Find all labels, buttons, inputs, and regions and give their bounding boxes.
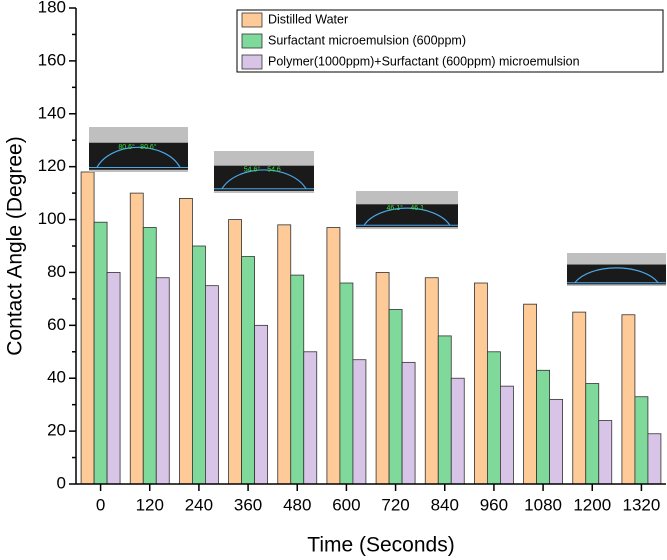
y-tick-label: 20: [47, 421, 66, 440]
bar: [179, 197, 193, 485]
x-tick-label: 480: [283, 495, 311, 514]
y-tick-label: 60: [47, 315, 66, 334]
bar: [352, 359, 367, 485]
x-tick-label: 960: [480, 495, 508, 514]
bar: [93, 221, 108, 485]
bar: [621, 314, 636, 485]
inset-image: [567, 253, 666, 286]
bar: [205, 285, 219, 485]
bar: [634, 396, 649, 485]
bar: [290, 274, 305, 485]
y-tick-label: 40: [47, 368, 66, 387]
inset-label: 54.6: [267, 167, 281, 174]
bar: [228, 219, 242, 485]
y-tick-label: 100: [38, 209, 66, 228]
x-tick-label: 1320: [623, 495, 661, 514]
bar: [474, 282, 488, 485]
x-tick-label: 1080: [524, 495, 562, 514]
bar: [388, 309, 403, 485]
bar: [585, 383, 600, 485]
y-tick-label: 0: [57, 473, 66, 492]
x-tick-label: 0: [96, 495, 105, 514]
inset-drop: [221, 169, 307, 190]
bar: [598, 420, 613, 485]
bar: [450, 377, 465, 485]
bar: [142, 227, 157, 485]
x-tick-label: 360: [234, 495, 262, 514]
x-tick-label: 120: [136, 495, 164, 514]
bar: [326, 227, 341, 485]
bar: [241, 256, 255, 485]
legend-label: Polymer(1000ppm)+Surfactant (600ppm) mic…: [268, 54, 580, 68]
legend-swatch: [241, 54, 263, 70]
bar: [549, 398, 563, 485]
inset-label: 80.6°: [140, 143, 157, 151]
inset-label: 80.6°: [118, 143, 135, 151]
inset-image: 54.6° 54.6: [214, 151, 314, 193]
inset-drop: [574, 267, 659, 284]
y-axis-title: Contact Angle (Degree): [4, 136, 27, 355]
bar: [500, 385, 514, 485]
inset-label: 54.6°: [244, 166, 261, 174]
x-tick-label: 720: [381, 495, 409, 514]
bar: [424, 277, 439, 485]
bar: [339, 282, 354, 485]
legend-swatch: [241, 12, 263, 28]
x-axis-title: Time (Seconds): [307, 534, 454, 557]
y-tick-label: 160: [38, 50, 66, 69]
bar: [487, 351, 501, 485]
bar: [129, 192, 144, 485]
bar: [375, 272, 390, 485]
y-tick-label: 140: [38, 103, 66, 122]
legend-label: Distilled Water: [268, 12, 348, 26]
bar: [192, 245, 206, 485]
bar: [647, 433, 662, 485]
bar: [106, 272, 121, 485]
inset-drop-bg: [356, 204, 458, 228]
legend-swatch: [241, 33, 263, 49]
bar: [401, 361, 416, 485]
bar: [536, 369, 550, 485]
inset-drop-bg: [567, 264, 666, 285]
bar: [254, 324, 268, 485]
bar: [277, 224, 292, 485]
inset-image: 80.6° 80.6°: [89, 127, 188, 172]
bar: [572, 311, 587, 485]
bar: [437, 335, 452, 485]
x-tick-label: 840: [431, 495, 459, 514]
x-tick-label: 240: [185, 495, 213, 514]
inset-drop: [363, 207, 451, 226]
bar: [155, 277, 170, 485]
x-tick-label: 600: [332, 495, 360, 514]
y-tick-label: 180: [38, 0, 66, 16]
y-tick-label: 80: [47, 262, 66, 281]
inset-label: 46.1°: [387, 204, 404, 212]
bar: [303, 351, 318, 485]
inset-image: 46.1° 46.1: [356, 191, 458, 229]
inset-label: 46.1: [410, 205, 424, 212]
bar: [523, 303, 537, 485]
legend: Distilled Water Surfactant microemulsion …: [236, 9, 664, 73]
bar: [80, 171, 95, 485]
inset-drop: [96, 146, 181, 168]
x-tick-label: 1200: [573, 495, 611, 514]
y-tick-label: 120: [38, 156, 66, 175]
legend-label: Surfactant microemulsion (600ppm): [268, 33, 466, 47]
legend-box: [236, 9, 664, 73]
